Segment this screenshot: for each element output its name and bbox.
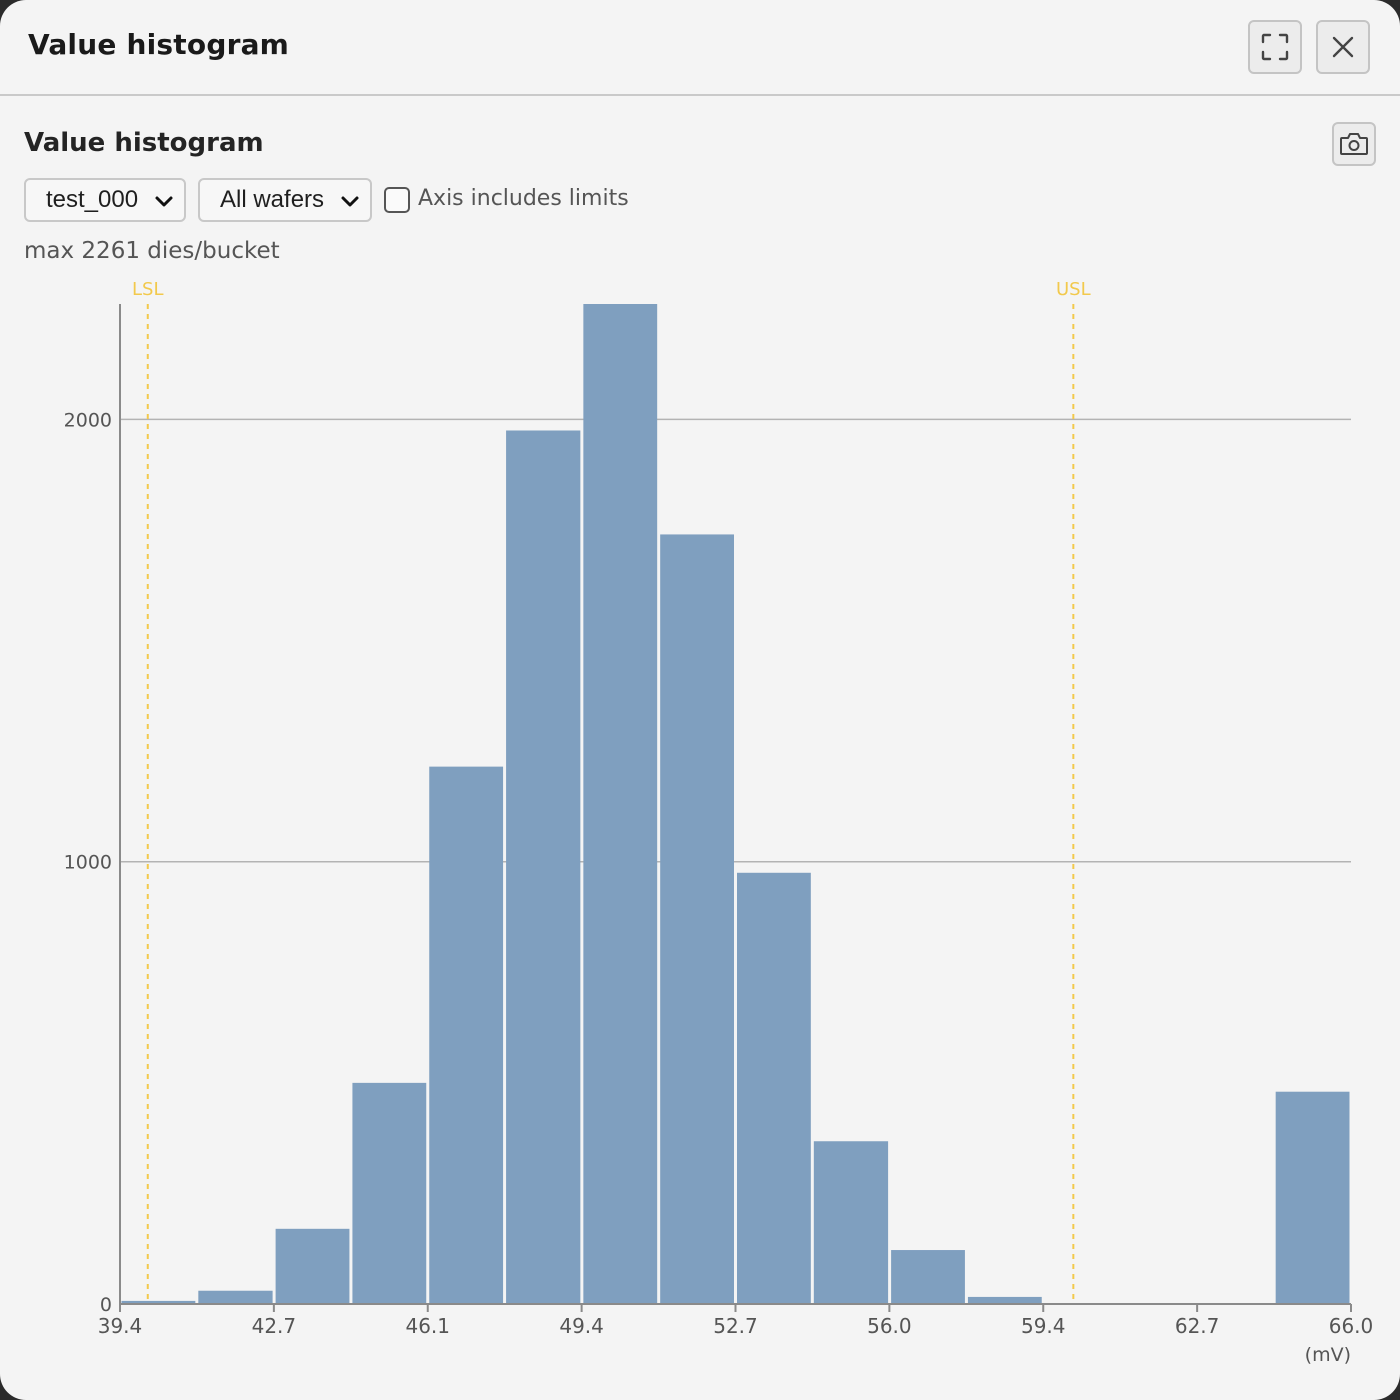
x-tick-label: 46.1 xyxy=(405,1314,450,1338)
y-tick-label: 0 xyxy=(100,1294,112,1316)
chevron-down-icon xyxy=(341,196,359,207)
histogram-bar xyxy=(506,430,581,1305)
x-tick-label: 56.0 xyxy=(867,1314,912,1338)
histogram-bar xyxy=(967,1296,1042,1304)
expand-icon xyxy=(1261,33,1289,61)
bucket-info: max 2261 dies/bucket xyxy=(24,238,280,264)
y-tick-label: 1000 xyxy=(64,852,112,874)
wafer-select-value: All wafers xyxy=(220,186,325,213)
chevron-down-icon xyxy=(155,196,173,207)
limit-label: USL xyxy=(1056,279,1091,300)
histogram-bar xyxy=(121,1300,196,1304)
x-tick-label: 39.4 xyxy=(98,1314,143,1338)
wafer-select[interactable]: All wafers xyxy=(198,178,372,222)
x-tick-label: 66.0 xyxy=(1329,1314,1374,1338)
histogram-bar xyxy=(891,1250,965,1304)
modal-title: Value histogram xyxy=(28,28,290,61)
fullscreen-button[interactable] xyxy=(1248,20,1302,74)
x-tick-label: 59.4 xyxy=(1021,1314,1066,1338)
x-tick-label: 42.7 xyxy=(252,1314,297,1338)
histogram-bar xyxy=(737,872,811,1304)
x-tick-label: 49.4 xyxy=(559,1314,604,1338)
test-select[interactable]: test_000 xyxy=(24,178,186,222)
histogram-bar xyxy=(275,1228,350,1304)
histogram-bar xyxy=(583,304,658,1304)
axis-limits-label[interactable]: Axis includes limits xyxy=(418,186,629,211)
histogram-bar xyxy=(429,766,504,1304)
close-icon xyxy=(1332,36,1354,58)
screenshot-button[interactable] xyxy=(1332,122,1376,166)
histogram-bar xyxy=(198,1290,273,1304)
panel-title: Value histogram xyxy=(24,128,264,158)
histogram-bar xyxy=(352,1082,427,1304)
x-tick-label: 62.7 xyxy=(1175,1314,1220,1338)
histogram-bar xyxy=(660,534,734,1304)
x-unit-label: (mV) xyxy=(1305,1344,1351,1366)
axis-limits-checkbox[interactable] xyxy=(384,187,410,213)
y-tick-label: 2000 xyxy=(64,409,112,431)
x-tick-label: 52.7 xyxy=(713,1314,758,1338)
histogram-bar xyxy=(1275,1091,1350,1304)
camera-icon xyxy=(1340,133,1368,155)
close-button[interactable] xyxy=(1316,20,1370,74)
test-select-value: test_000 xyxy=(46,186,139,213)
modal-header: Value histogram xyxy=(0,0,1400,96)
limit-label: LSL xyxy=(132,279,163,300)
histogram-bar xyxy=(813,1141,889,1304)
